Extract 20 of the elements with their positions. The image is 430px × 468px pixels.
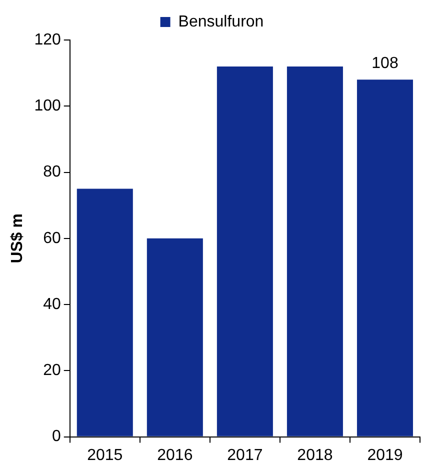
x-tick-label: 2017	[227, 446, 263, 464]
bar	[286, 66, 343, 436]
bar	[216, 66, 273, 436]
y-tick-label: 60	[43, 230, 61, 247]
y-tick-label: 100	[34, 98, 61, 115]
bar	[76, 188, 133, 436]
x-tick-label: 2016	[157, 446, 193, 464]
y-axis-title: US$ m	[9, 214, 26, 264]
legend-label: Bensulfuron	[178, 13, 264, 30]
y-tick-label: 40	[43, 296, 61, 313]
bar	[146, 238, 203, 436]
y-tick-label: 20	[43, 362, 61, 380]
y-tick-label: 0	[52, 428, 61, 446]
data-label: 108	[372, 55, 398, 72]
y-tick-label: 120	[34, 31, 61, 48]
x-tick-label: 2018	[297, 446, 333, 464]
x-tick-label: 2015	[87, 446, 123, 464]
x-tick-label: 2019	[367, 446, 403, 464]
bar	[356, 80, 413, 436]
y-tick-label: 80	[43, 164, 61, 181]
